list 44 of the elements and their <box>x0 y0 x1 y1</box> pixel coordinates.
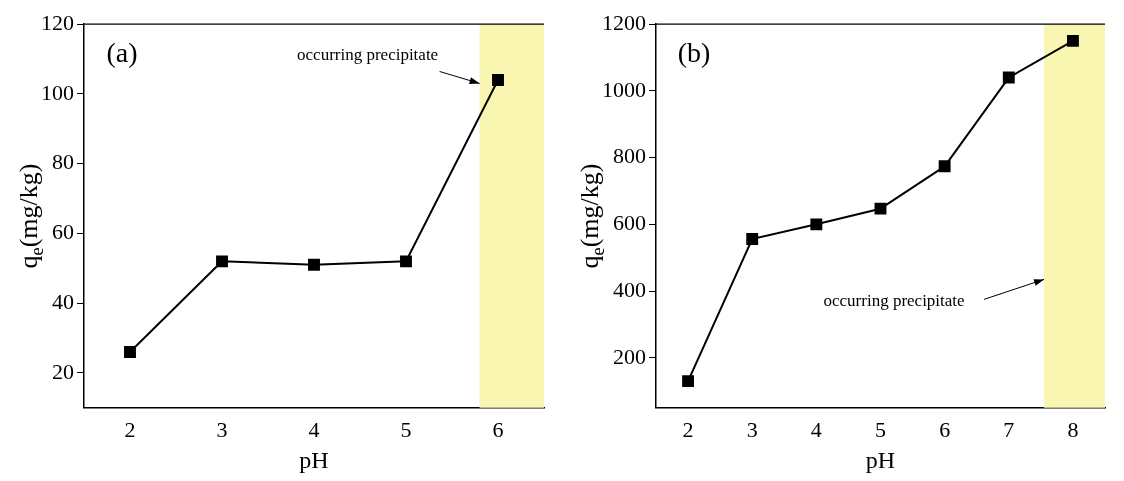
annotation: (a) <box>106 36 138 68</box>
y-tick-label: 60 <box>52 219 74 245</box>
point <box>1002 71 1015 84</box>
x-tick-label: 2 <box>682 416 694 442</box>
x-tick-label: 3 <box>216 416 228 442</box>
y-tick-label: 100 <box>41 79 74 105</box>
point <box>124 346 136 358</box>
y-tick-label: 800 <box>613 143 646 169</box>
x-tick-label: 7 <box>1003 416 1015 442</box>
x-tick-label: 4 <box>810 416 822 442</box>
point <box>308 258 320 271</box>
y-axis-title: qe(mg/kg) <box>574 163 608 269</box>
x-axis-title: pH <box>299 446 329 473</box>
point <box>810 218 823 231</box>
x-tick-label: 6 <box>492 416 504 442</box>
x-axis-title: pH <box>865 446 896 473</box>
y-tick-label: 600 <box>613 210 646 236</box>
y-tick-label: 1000 <box>602 76 646 102</box>
x-tick-label: 4 <box>308 416 320 442</box>
point <box>938 160 951 173</box>
annotation: (b) <box>677 36 711 68</box>
y-tick-label: 80 <box>52 149 74 175</box>
point <box>682 375 695 388</box>
y-tick-label: 120 <box>41 9 74 35</box>
y-tick-label: 40 <box>52 288 74 314</box>
point <box>874 202 887 215</box>
y-tick-label: 20 <box>52 358 74 384</box>
point <box>1066 34 1079 47</box>
y-tick-label: 400 <box>613 276 646 302</box>
annotation: occurring precipitate <box>823 290 965 310</box>
x-tick-label: 2 <box>124 416 136 442</box>
y-tick-label: 1200 <box>602 9 646 35</box>
x-tick-label: 5 <box>875 416 886 442</box>
annotation: occurring precipitate <box>297 44 439 64</box>
x-tick-label: 8 <box>1067 416 1079 442</box>
x-tick-label: 5 <box>400 416 412 442</box>
point <box>400 255 412 268</box>
point <box>492 74 504 86</box>
y-tick-label: 200 <box>613 343 646 369</box>
point <box>746 233 759 245</box>
x-tick-label: 3 <box>746 416 758 442</box>
y-axis-title: qe(mg/kg) <box>13 163 47 269</box>
point <box>216 255 228 268</box>
x-tick-label: 6 <box>939 416 951 442</box>
